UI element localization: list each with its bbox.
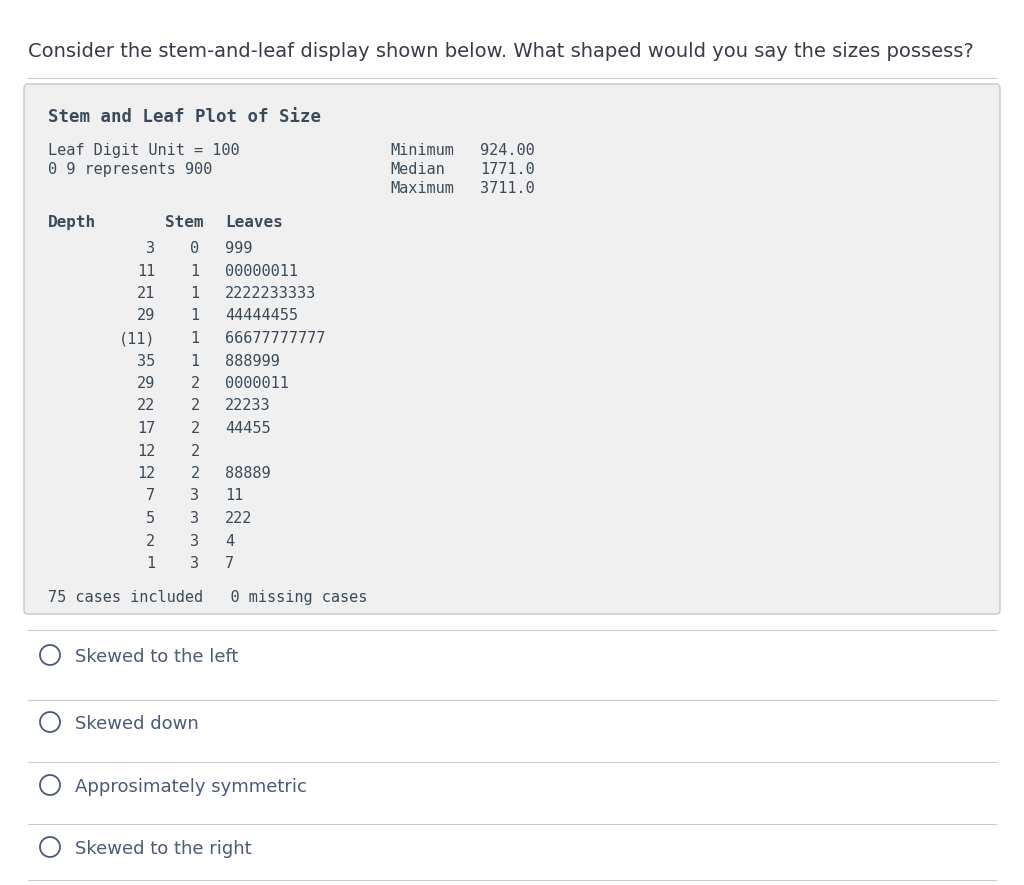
Text: 17: 17 [137, 421, 155, 436]
Text: 1: 1 [190, 309, 200, 324]
Text: 2: 2 [145, 534, 155, 549]
Text: 1: 1 [145, 556, 155, 571]
Text: 1: 1 [190, 331, 200, 346]
Text: 29: 29 [137, 376, 155, 391]
Circle shape [40, 837, 60, 857]
Text: 11: 11 [137, 264, 155, 279]
Text: 44444455: 44444455 [225, 309, 298, 324]
Text: 2: 2 [190, 398, 200, 413]
Circle shape [40, 712, 60, 732]
Text: 4: 4 [225, 534, 234, 549]
Text: Consider the stem-and-leaf display shown below. What shaped would you say the si: Consider the stem-and-leaf display shown… [28, 42, 974, 61]
Text: 888999: 888999 [225, 353, 280, 368]
Text: 88889: 88889 [225, 466, 270, 481]
Text: 2: 2 [190, 376, 200, 391]
Text: 44455: 44455 [225, 421, 270, 436]
Text: 66677777777: 66677777777 [225, 331, 326, 346]
Text: 3: 3 [190, 534, 200, 549]
Text: 11: 11 [225, 489, 244, 504]
Text: Skewed to the left: Skewed to the left [75, 648, 239, 666]
Text: 7: 7 [225, 556, 234, 571]
Text: 21: 21 [137, 286, 155, 301]
Text: 1: 1 [190, 286, 200, 301]
Text: 3: 3 [190, 511, 200, 526]
Text: 3: 3 [190, 556, 200, 571]
Text: 22233: 22233 [225, 398, 270, 413]
Text: 75 cases included   0 missing cases: 75 cases included 0 missing cases [48, 590, 368, 605]
Text: Stem and Leaf Plot of Size: Stem and Leaf Plot of Size [48, 108, 321, 126]
Text: 0000011: 0000011 [225, 376, 289, 391]
Text: 0: 0 [190, 241, 200, 256]
Text: 1771.0: 1771.0 [480, 162, 535, 177]
Text: Skewed to the right: Skewed to the right [75, 840, 252, 858]
Text: 2: 2 [190, 466, 200, 481]
Text: 999: 999 [225, 241, 252, 256]
Circle shape [40, 645, 60, 665]
Text: 7: 7 [145, 489, 155, 504]
Text: 12: 12 [137, 466, 155, 481]
Text: (11): (11) [119, 331, 155, 346]
Text: Leaves: Leaves [225, 215, 283, 230]
Text: 0 9 represents 900: 0 9 represents 900 [48, 162, 212, 177]
Text: 3: 3 [145, 241, 155, 256]
Text: 2: 2 [190, 443, 200, 458]
FancyBboxPatch shape [24, 84, 1000, 614]
Text: 1: 1 [190, 353, 200, 368]
Text: 222: 222 [225, 511, 252, 526]
Text: Minimum: Minimum [390, 143, 454, 158]
Text: Approsimately symmetric: Approsimately symmetric [75, 778, 307, 796]
Text: 35: 35 [137, 353, 155, 368]
Text: Stem: Stem [165, 215, 204, 230]
Text: Maximum: Maximum [390, 181, 454, 196]
Text: 1: 1 [190, 264, 200, 279]
Circle shape [40, 775, 60, 795]
Text: Depth: Depth [48, 215, 96, 230]
Text: 00000011: 00000011 [225, 264, 298, 279]
Text: 29: 29 [137, 309, 155, 324]
Text: 924.00: 924.00 [480, 143, 535, 158]
Text: Skewed down: Skewed down [75, 715, 199, 733]
Text: 2222233333: 2222233333 [225, 286, 316, 301]
Text: 22: 22 [137, 398, 155, 413]
Text: 3711.0: 3711.0 [480, 181, 535, 196]
Text: 3: 3 [190, 489, 200, 504]
Text: 5: 5 [145, 511, 155, 526]
Text: Median: Median [390, 162, 444, 177]
Text: Leaf Digit Unit = 100: Leaf Digit Unit = 100 [48, 143, 240, 158]
Text: 2: 2 [190, 421, 200, 436]
Text: 12: 12 [137, 443, 155, 458]
